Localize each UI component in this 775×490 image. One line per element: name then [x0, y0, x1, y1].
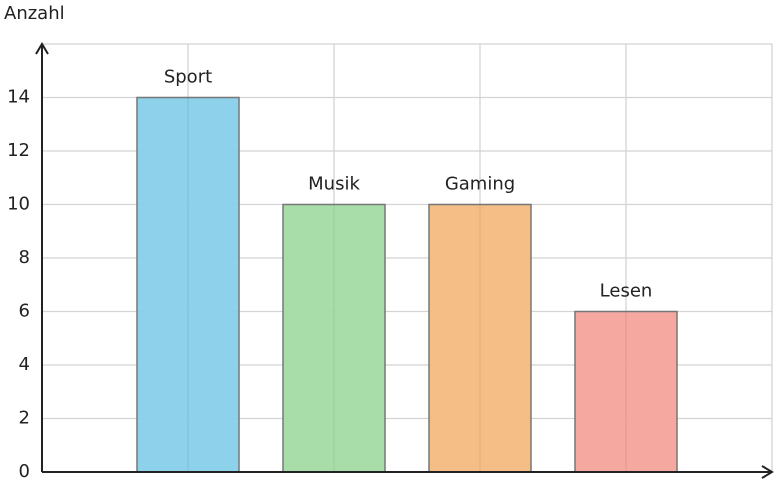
y-tick-label: 12 — [7, 140, 30, 161]
bar — [574, 310, 678, 473]
category-label: Lesen — [600, 281, 653, 302]
y-axis-arrow — [35, 42, 49, 55]
y-tick-label: 8 — [19, 247, 30, 268]
x-axis-arrow — [761, 465, 774, 479]
bar — [136, 96, 240, 473]
bar — [282, 203, 386, 473]
category-label: Sport — [164, 67, 212, 88]
y-tick-label: 10 — [7, 194, 30, 215]
y-tick-label: 6 — [19, 301, 30, 322]
y-tick-label: 14 — [7, 87, 30, 108]
category-label: Musik — [308, 174, 360, 195]
y-tick-label: 0 — [19, 461, 30, 482]
y-tick-label: 4 — [19, 354, 30, 375]
y-axis-label: Anzahl — [4, 3, 65, 24]
category-label: Gaming — [445, 174, 515, 195]
y-tick-label: 2 — [19, 408, 30, 429]
